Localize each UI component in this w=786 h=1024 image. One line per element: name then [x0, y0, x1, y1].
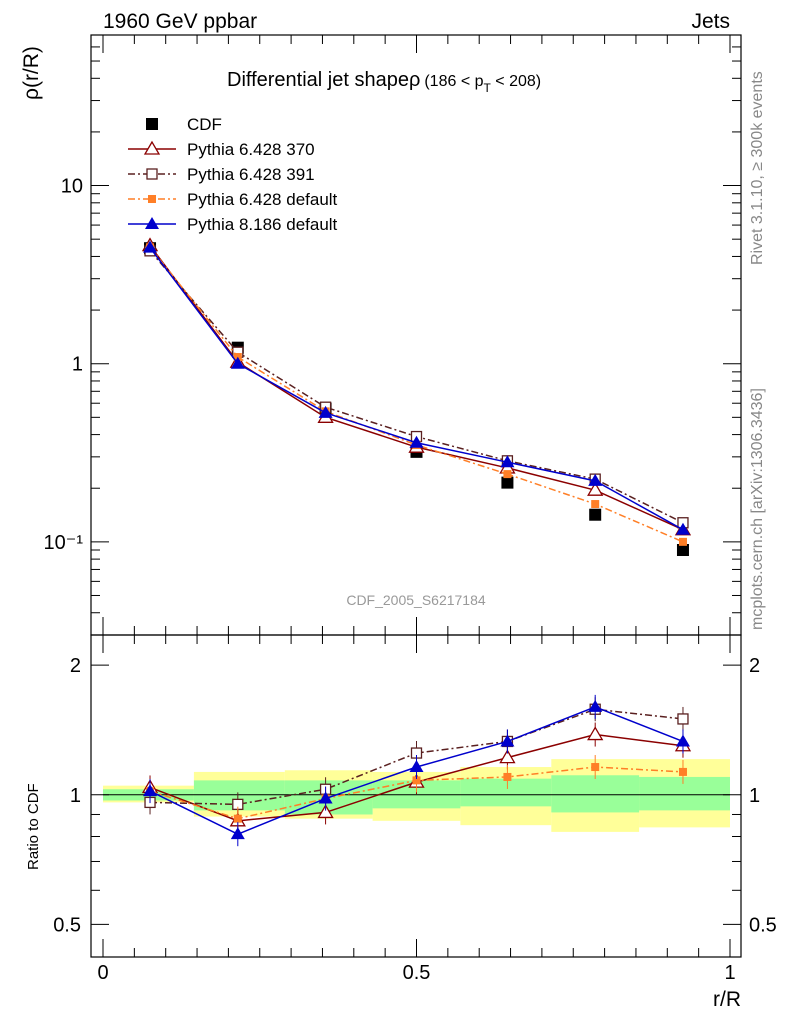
main-line-2: [149, 250, 684, 524]
ratio-point-2-1: [233, 814, 242, 823]
main-point-3-4: [503, 470, 512, 479]
main-y-tick-label: 10⁻¹: [44, 532, 84, 554]
ratio-y-tick-label-right: 0.5: [749, 914, 777, 936]
green-band-6: [639, 776, 730, 811]
ratio-point-3-2: [318, 791, 333, 804]
legend-marker-1: [143, 140, 161, 155]
ratio-point-0-4: [499, 749, 516, 764]
ratio-y-axis-label: Ratio to CDF: [25, 783, 42, 870]
main-y-axis-label: ρ(r/R): [20, 46, 43, 100]
ratio-y-tick-label: 2: [70, 655, 81, 677]
x-tick-label: 0: [97, 962, 108, 984]
chart-title: Differential jet shapeρ (186 < pT < 208): [227, 69, 541, 95]
main-y-tick-label: 10: [61, 176, 83, 198]
ratio-point-3-5: [588, 699, 603, 712]
legend-label-0: CDF: [187, 115, 222, 134]
ratio-series: [141, 694, 692, 847]
x-tick-label: 1: [724, 962, 735, 984]
ratio-y-tick-label-right: 2: [749, 655, 760, 677]
main-line-1: [149, 245, 684, 531]
legend-label-1: Pythia 6.428 370: [187, 140, 315, 159]
rivet-version-label: Rivet 3.1.10, ≥ 300k events: [749, 71, 766, 265]
ratio-point-2-6: [678, 767, 687, 776]
header-process: Jets: [691, 10, 730, 33]
x-axis-label: r/R: [713, 988, 741, 1011]
x-tick-label: 0.5: [403, 962, 431, 984]
ratio-point-3-0: [143, 784, 158, 797]
legend-label-4: Pythia 8.186 default: [187, 215, 338, 234]
legend-marker-4: [145, 217, 159, 229]
main-point-4-2: [318, 405, 333, 418]
main-point-0-6: [676, 544, 689, 557]
source-url-label: mcplots.cern.ch [arXiv:1306.3436]: [749, 388, 766, 630]
ratio-point-3-1: [230, 827, 245, 840]
main-point-3-6: [678, 537, 687, 546]
axis-ticks: 10 1 10⁻¹ 2 2 1 1 0.5 0.5 0 0.5 1: [44, 34, 777, 984]
main-point-4-0: [143, 240, 158, 253]
ratio-point-2-3: [412, 776, 421, 785]
main-y-tick-label: 1: [72, 354, 83, 376]
main-point-4-3: [409, 435, 424, 448]
ratio-y-tick-label: 1: [70, 785, 81, 807]
main-series: [141, 237, 692, 557]
main-point-4-5: [588, 473, 603, 486]
ratio-point-2-4: [503, 772, 512, 781]
main-point-4-6: [675, 522, 690, 535]
ratio-point-0-5: [587, 726, 604, 741]
header-energy: 1960 GeV ppbar: [103, 10, 257, 33]
main-point-4-1: [230, 356, 245, 369]
main-line-3: [149, 246, 684, 543]
legend-marker-0: [146, 118, 158, 130]
main-line-4: [149, 247, 684, 531]
main-point-0-4: [501, 476, 514, 489]
ratio-y-tick-label: 0.5: [53, 914, 81, 936]
legend-marker-2: [146, 168, 158, 180]
analysis-watermark: CDF_2005_S6217184: [346, 592, 486, 608]
ratio-point-1-6: [677, 713, 689, 725]
main-point-3-5: [591, 500, 600, 509]
green-band-5: [551, 775, 640, 813]
legend-marker-3: [148, 195, 156, 203]
ratio-point-3-6: [675, 734, 690, 747]
ratio-point-3-4: [500, 734, 515, 747]
ratio-y-tick-label-right: 1: [749, 785, 760, 807]
ratio-point-2-5: [591, 763, 600, 772]
legend-label-2: Pythia 6.428 391: [187, 165, 315, 184]
main-point-0-5: [589, 508, 602, 521]
ratio-point-0-2: [317, 804, 334, 819]
main-point-1-5: [587, 481, 604, 496]
green-band-4: [460, 778, 552, 807]
legend: CDF Pythia 6.428 370 Pythia 6.428 391 Pythi…: [128, 115, 338, 234]
legend-label-3: Pythia 6.428 default: [187, 190, 338, 209]
main-point-4-4: [500, 455, 515, 468]
ratio-point-3-3: [409, 760, 424, 773]
